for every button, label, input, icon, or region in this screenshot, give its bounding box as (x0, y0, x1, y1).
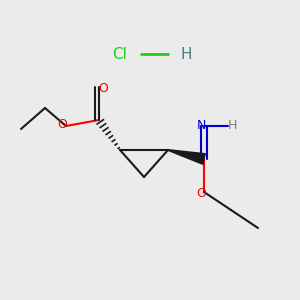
Text: O: O (58, 118, 67, 131)
Text: Cl: Cl (112, 46, 128, 62)
Text: O: O (197, 187, 206, 200)
Text: O: O (98, 82, 108, 95)
Polygon shape (168, 150, 205, 164)
Text: N: N (197, 119, 207, 132)
Text: H: H (180, 46, 192, 62)
Text: H: H (228, 119, 237, 132)
